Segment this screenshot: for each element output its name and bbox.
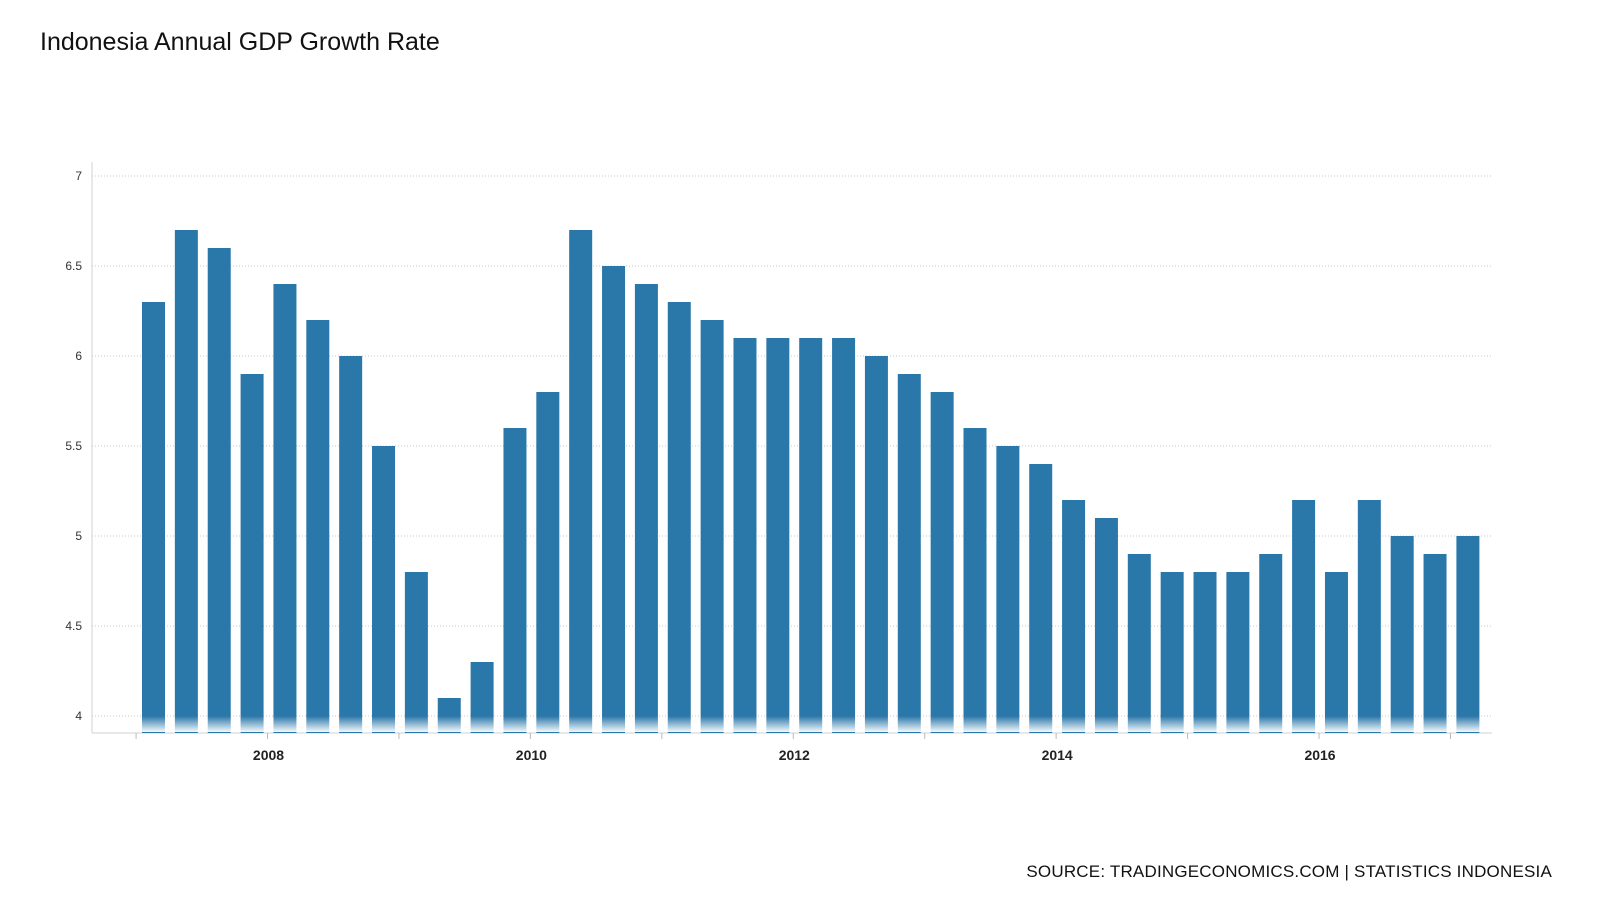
bar bbox=[1292, 500, 1316, 733]
bar bbox=[174, 230, 198, 733]
bar bbox=[1193, 572, 1217, 733]
bar bbox=[1094, 518, 1118, 733]
bar bbox=[470, 662, 494, 733]
y-tick-label: 4.5 bbox=[65, 619, 82, 633]
bar bbox=[930, 392, 954, 733]
bar bbox=[404, 572, 428, 733]
x-tick-labels: 2008 2010 2012 2014 2016 bbox=[253, 747, 1336, 763]
bar bbox=[1357, 500, 1381, 733]
bar bbox=[1062, 500, 1086, 733]
x-tick-label: 2014 bbox=[1042, 747, 1073, 763]
bar bbox=[1390, 536, 1414, 733]
x-tick-label: 2008 bbox=[253, 747, 284, 763]
bar bbox=[142, 302, 165, 733]
bar bbox=[996, 446, 1020, 733]
bar bbox=[667, 302, 691, 733]
bar bbox=[273, 284, 297, 733]
bar bbox=[339, 356, 363, 733]
x-tick-label: 2012 bbox=[779, 747, 810, 763]
bar bbox=[634, 284, 658, 733]
y-tick-label: 5.5 bbox=[65, 439, 82, 453]
y-tick-labels: 4 4.5 5 5.5 6 6.5 7 bbox=[65, 169, 82, 723]
bar bbox=[733, 338, 757, 733]
bar bbox=[799, 338, 823, 733]
bar bbox=[1226, 572, 1250, 733]
y-tick-label: 6.5 bbox=[65, 259, 82, 273]
bar bbox=[1456, 536, 1480, 733]
bar bbox=[700, 320, 724, 733]
bar bbox=[240, 374, 264, 733]
y-tick-label: 7 bbox=[75, 169, 82, 183]
bars bbox=[142, 230, 1480, 733]
bar bbox=[602, 266, 626, 733]
bar bbox=[1029, 464, 1053, 733]
bar bbox=[569, 230, 593, 733]
bar bbox=[536, 392, 560, 733]
x-tick-label: 2010 bbox=[516, 747, 547, 763]
bar bbox=[1259, 554, 1283, 733]
bar bbox=[1160, 572, 1184, 733]
bar bbox=[372, 446, 396, 733]
bar bbox=[766, 338, 790, 733]
y-tick-label: 6 bbox=[75, 349, 82, 363]
bar bbox=[503, 428, 527, 733]
source-note: SOURCE: TRADINGECONOMICS.COM | STATISTIC… bbox=[1026, 862, 1552, 881]
bar bbox=[963, 428, 987, 733]
bar bbox=[1423, 554, 1447, 733]
y-tick-label: 5 bbox=[75, 529, 82, 543]
bar bbox=[306, 320, 330, 733]
chart-title: Indonesia Annual GDP Growth Rate bbox=[40, 28, 440, 56]
bar bbox=[207, 248, 231, 733]
bar bbox=[864, 356, 888, 733]
y-tick-label: 4 bbox=[75, 709, 82, 723]
bar bbox=[897, 374, 921, 733]
bar bbox=[1324, 572, 1348, 733]
bar-base-fade bbox=[93, 716, 1491, 732]
bar bbox=[832, 338, 856, 733]
x-tick-label: 2016 bbox=[1304, 747, 1335, 763]
bar bbox=[1127, 554, 1151, 733]
